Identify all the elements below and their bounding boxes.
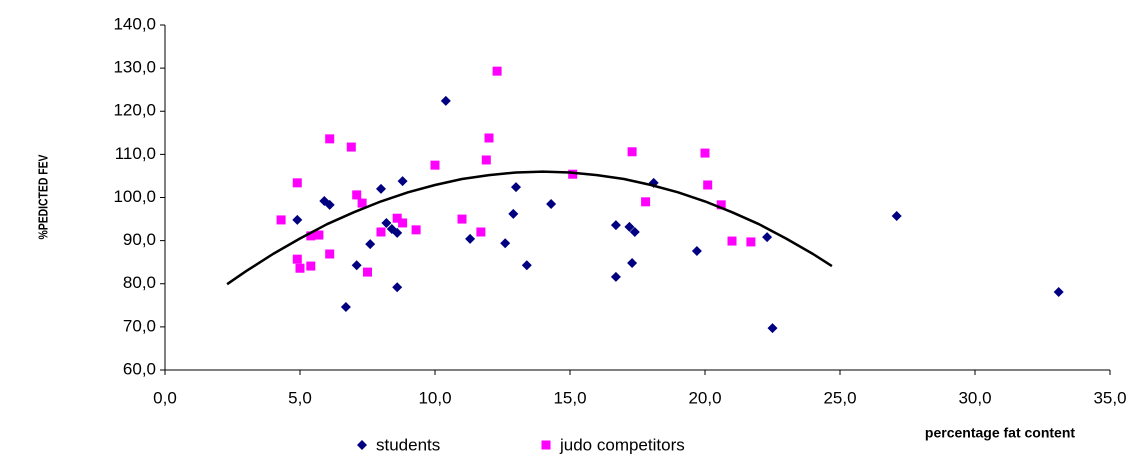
marker-diamond [767, 323, 778, 334]
marker-diamond [324, 199, 335, 210]
marker-diamond [627, 258, 638, 269]
marker-diamond [521, 260, 532, 271]
marker-diamond [392, 282, 403, 293]
marker-square [541, 440, 551, 450]
marker-diamond [292, 214, 303, 225]
y-tick-label: 140,0 [113, 14, 156, 33]
marker-diamond [351, 260, 362, 271]
marker-square [398, 218, 408, 228]
y-axis-title: %PEDICTED FEV [36, 154, 50, 239]
marker-diamond [340, 302, 351, 313]
marker-diamond [610, 271, 621, 282]
marker-square [703, 180, 713, 190]
y-tick-label: 70,0 [123, 316, 156, 335]
marker-square [363, 267, 372, 277]
marker-square [295, 263, 305, 273]
marker-diamond [762, 232, 773, 243]
marker-square [727, 236, 737, 246]
marker-square [306, 261, 316, 271]
y-tick-label: 130,0 [113, 58, 156, 77]
marker-square [325, 134, 335, 144]
marker-square [392, 213, 402, 223]
marker-diamond [891, 211, 902, 222]
marker-square [627, 147, 637, 157]
marker-square [641, 197, 651, 207]
marker-square [481, 155, 491, 165]
x-tick-label: 35,0 [1093, 388, 1126, 407]
marker-diamond [508, 208, 519, 219]
y-tick-label: 80,0 [123, 273, 156, 292]
marker-square [292, 178, 302, 188]
marker-square [484, 133, 494, 143]
y-tick-label: 110,0 [115, 144, 156, 163]
marker-diamond [381, 217, 392, 228]
marker-diamond [500, 238, 511, 249]
marker-square [376, 227, 386, 237]
trend-line [226, 170, 833, 286]
marker-square [700, 148, 710, 158]
marker-square [492, 66, 502, 76]
marker-square [716, 200, 726, 210]
y-tick-label: 120,0 [113, 101, 156, 120]
marker-square [314, 230, 324, 240]
marker-diamond [392, 227, 403, 238]
marker-square [352, 190, 362, 200]
x-tick-label: 0,0 [153, 388, 177, 407]
marker-diamond [397, 176, 408, 187]
y-tick-label: 100,0 [113, 187, 156, 206]
marker-square [276, 215, 286, 225]
y-tick-label: 60,0 [123, 359, 156, 378]
x-axis-title: percentage fat content [925, 425, 1075, 441]
legend-label: students [376, 435, 440, 454]
marker-diamond [691, 245, 702, 256]
marker-diamond [629, 227, 640, 237]
marker-diamond [465, 233, 476, 244]
marker-square [325, 249, 335, 259]
marker-diamond [624, 221, 635, 232]
marker-diamond [440, 95, 451, 106]
marker-square [306, 231, 316, 241]
legend-label: judo competitors [559, 435, 685, 454]
marker-diamond [376, 183, 386, 194]
marker-square [292, 254, 302, 264]
marker-diamond [610, 220, 621, 231]
x-tick-label: 10,0 [418, 388, 451, 407]
x-tick-label: 20,0 [688, 388, 721, 407]
marker-square [357, 198, 367, 208]
x-tick-label: 25,0 [823, 388, 856, 407]
marker-square [476, 227, 486, 237]
marker-diamond [1053, 286, 1064, 297]
marker-square [746, 237, 756, 247]
marker-square [346, 142, 356, 152]
marker-square [430, 160, 440, 170]
x-tick-label: 15,0 [553, 388, 586, 407]
x-tick-label: 30,0 [958, 388, 991, 407]
y-tick-label: 90,0 [123, 230, 156, 249]
marker-diamond [357, 440, 367, 450]
marker-square [411, 225, 421, 235]
x-tick-label: 5,0 [288, 388, 312, 407]
marker-diamond [511, 182, 521, 193]
marker-diamond [546, 198, 557, 209]
marker-square [568, 169, 578, 179]
marker-square [457, 214, 467, 224]
marker-diamond [365, 239, 376, 250]
